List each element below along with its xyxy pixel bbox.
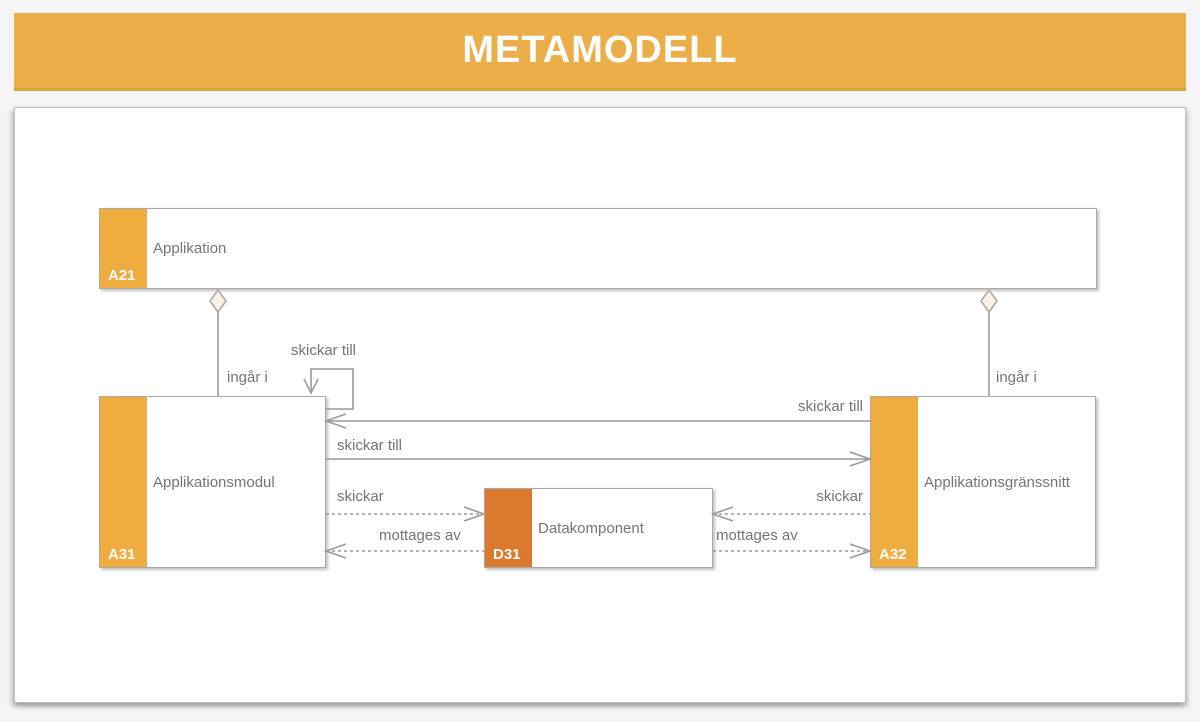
arrowhead-left-icon: [323, 543, 347, 559]
node-applikationsgranssnitt-tab: A32: [871, 397, 918, 567]
edge-label-mottages-av-left: mottages av: [379, 527, 461, 544]
aggregation-diamond-left-icon: [209, 288, 227, 314]
node-applikationsmodul-label: Applikationsmodul: [153, 473, 275, 491]
node-applikationsgranssnitt: A32 Applikationsgränssnitt: [870, 396, 1096, 568]
edge-label-skickar-till-to-granssnitt: skickar till: [337, 437, 403, 454]
node-id-badge: A32: [879, 546, 907, 563]
arrowhead-left-icon: [323, 413, 347, 429]
diagram-panel: A21 Applikation A31 Applikationsmodul D3…: [14, 107, 1186, 703]
edge-label-ingar-i-left: ingår i: [227, 369, 268, 386]
edge-label-skickar-till-to-modul: skickar till: [797, 398, 863, 415]
aggregation-diamond-right-icon: [980, 288, 998, 314]
node-applikation-tab: A21: [100, 209, 147, 288]
node-datakomponent: D31 Datakomponent: [484, 488, 713, 568]
header-banner: METAMODELL: [14, 13, 1186, 91]
edge-label-skickar-till-self: skickar till: [291, 342, 357, 359]
node-applikation: A21 Applikation: [99, 208, 1097, 289]
edge-label-mottages-av-right: mottages av: [716, 527, 798, 544]
arrowhead-right-icon: [849, 451, 873, 467]
node-id-badge: A31: [108, 546, 136, 563]
node-id-badge: A21: [108, 267, 136, 284]
arrowhead-down-icon: [303, 378, 319, 395]
arrowhead-right-icon: [463, 506, 487, 522]
page-title: METAMODELL: [462, 29, 738, 71]
node-applikationsmodul: A31 Applikationsmodul: [99, 396, 326, 568]
edge-label-ingar-i-right: ingår i: [996, 369, 1037, 386]
arrowhead-left-icon: [710, 506, 734, 522]
node-applikation-label: Applikation: [153, 240, 227, 257]
node-id-badge: D31: [493, 546, 521, 563]
edge-label-skickar-left: skickar: [337, 488, 384, 505]
node-datakomponent-label: Datakomponent: [538, 519, 644, 537]
node-applikationsgranssnitt-label: Applikationsgränssnitt: [924, 473, 1070, 491]
node-datakomponent-tab: D31: [485, 489, 532, 567]
edge-label-skickar-right: skickar: [816, 488, 863, 505]
node-applikationsmodul-tab: A31: [100, 397, 147, 567]
arrowhead-right-icon: [849, 543, 873, 559]
